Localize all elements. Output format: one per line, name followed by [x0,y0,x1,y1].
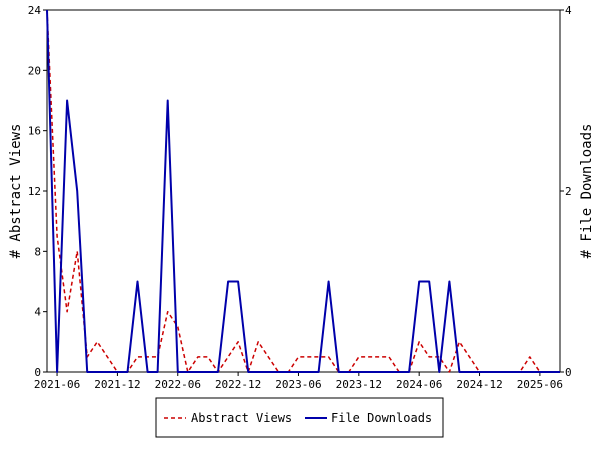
left-axis-title: # Abstract Views [8,124,24,259]
x-tick-label: 2022-06 [155,378,201,391]
left-axis-ticks: 0 4 8 12 16 20 24 [28,4,47,379]
legend-label-abstract-views: Abstract Views [191,411,292,425]
x-tick-label: 2021-12 [94,378,140,391]
left-tick-label: 20 [28,64,41,77]
left-tick-label: 0 [34,366,41,379]
right-tick-label: 2 [565,185,572,198]
right-tick-label: 0 [565,366,572,379]
left-tick-label: 12 [28,185,41,198]
right-tick-label: 4 [565,4,572,17]
legend-box [155,397,444,438]
x-tick-label: 2023-12 [336,378,382,391]
legend: Abstract Views File Downloads [155,397,444,438]
x-tick-label: 2025-06 [517,378,563,391]
series-line-abstract-views [46,9,560,373]
x-tick-label: 2024-12 [456,378,502,391]
x-tick-label: 2023-06 [275,378,321,391]
x-tick-label: 2021-06 [34,378,80,391]
legend-label-file-downloads: File Downloads [331,411,432,425]
x-tick-label: 2022-12 [215,378,261,391]
left-tick-label: 8 [34,245,41,258]
x-axis-ticks: 2021-06 2021-12 2022-06 2022-12 2023-06 2023-… [34,372,563,391]
right-axis-title: # File Downloads [579,124,595,259]
series-layer [46,9,560,373]
left-tick-label: 4 [34,306,41,319]
series-line-file-downloads [46,9,560,373]
plot-area [46,9,561,373]
x-tick-label: 2024-06 [396,378,442,391]
left-tick-label: 24 [28,4,42,17]
left-tick-label: 16 [28,125,41,138]
right-axis-ticks: 0 2 4 [560,4,572,379]
